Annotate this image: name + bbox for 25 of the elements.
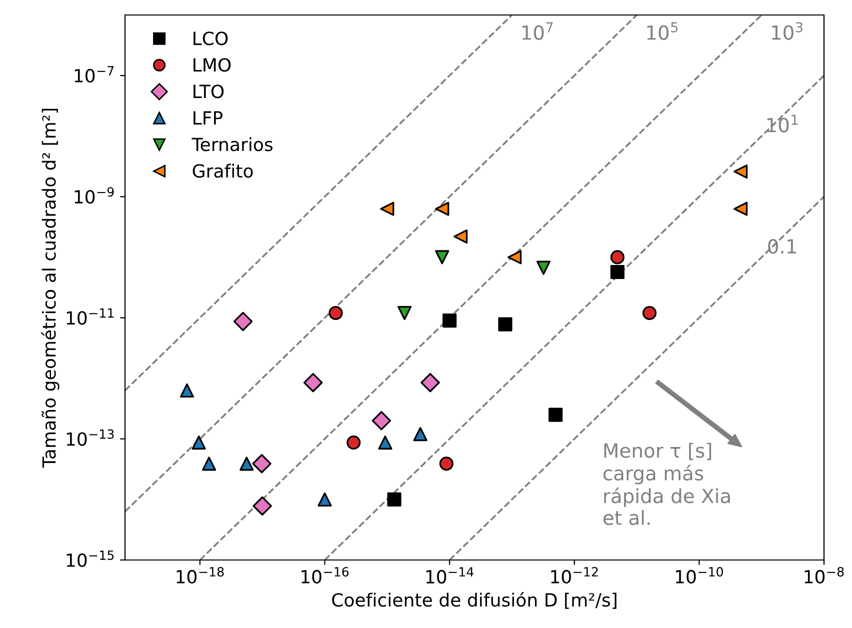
y-tick-label: 10$^{−11}$: [66, 308, 114, 325]
legend-label: Grafito: [192, 164, 253, 178]
x-tick-label: 10$^{−12}$: [551, 567, 598, 584]
legend-label: LCO: [194, 32, 228, 46]
legend-label: LTO: [194, 84, 224, 98]
series-label: 10$^{7}$: [522, 22, 553, 40]
x-tick-label: 10$^{−18}$: [176, 567, 224, 584]
y-tick-label: 10$^{−9}$: [74, 187, 114, 204]
x-tick-label: 10$^{−8}$: [804, 567, 844, 584]
y-tick-label: 10$^{−15}$: [66, 550, 114, 567]
series-label: 10$^{3}$: [772, 22, 802, 40]
y-tick-label: 10$^{−13}$: [66, 429, 114, 446]
series-label: 0.1: [768, 238, 796, 254]
x-tick-label: 10$^{−10}$: [676, 567, 723, 584]
legend-label: Ternarios: [192, 137, 272, 152]
annotation: Menor τ [s] carga más rápida de Xia et al.: [603, 442, 730, 526]
y-tick-label: 10$^{−7}$: [74, 66, 114, 83]
x-axis-title: Coeficiente de difusión D [m²/s]: [332, 592, 616, 609]
x-tick-label: 10$^{−14}$: [426, 567, 474, 584]
x-tick-label: 10$^{−16}$: [302, 567, 349, 584]
y-axis-title: Tamaño geométrico al cuadrado d² [m²]: [41, 108, 60, 468]
series-label: 10$^{5}$: [647, 22, 678, 40]
legend-label: LMO: [194, 58, 231, 72]
series-label: 10$^{1}$: [767, 114, 798, 132]
legend-label: LFP: [194, 111, 223, 124]
